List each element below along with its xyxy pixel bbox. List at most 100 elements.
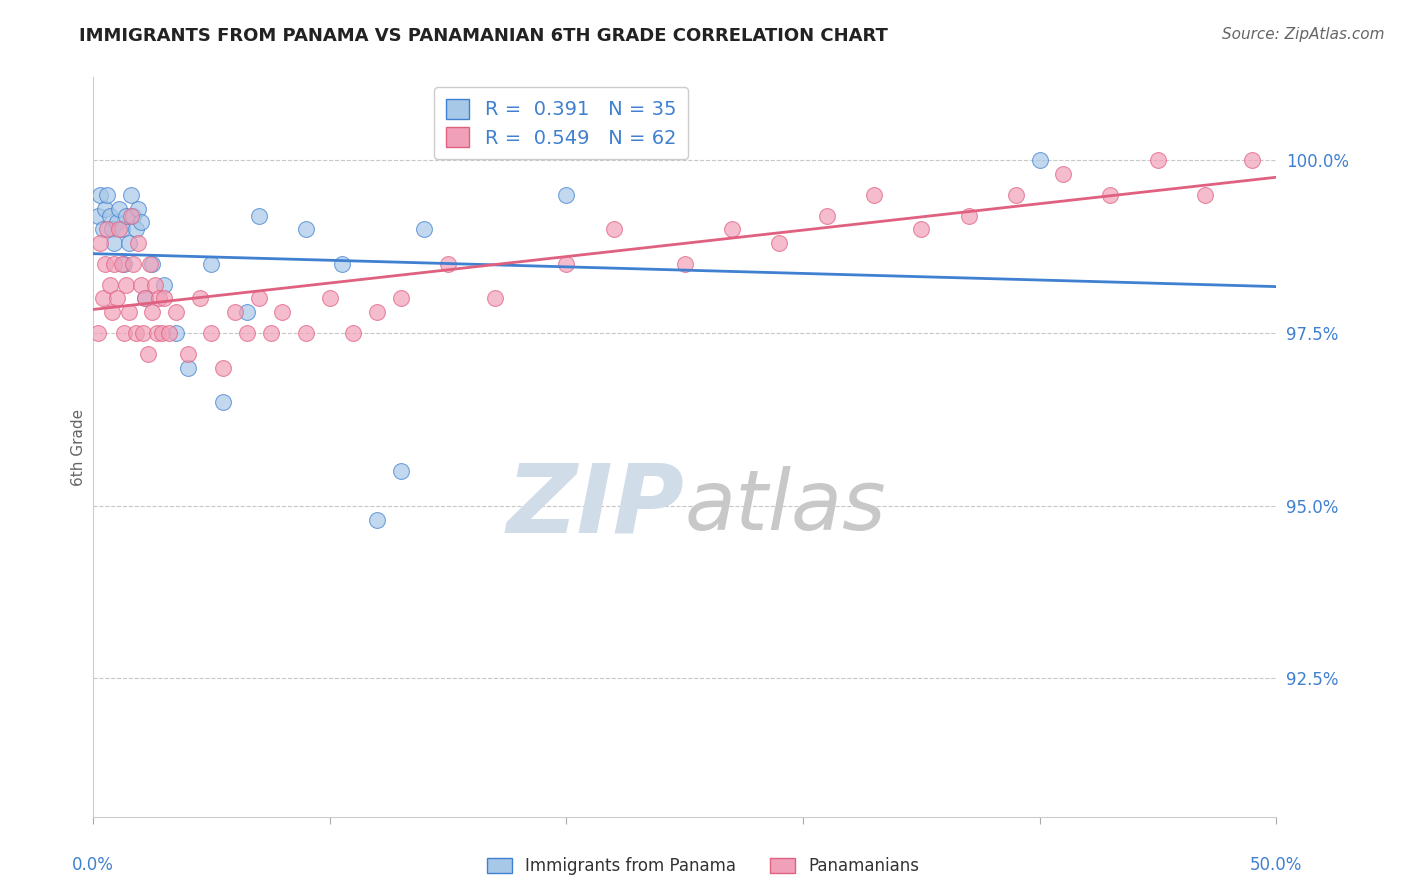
Point xyxy=(129,277,152,292)
Point xyxy=(96,187,118,202)
Point xyxy=(87,209,110,223)
Point xyxy=(125,326,148,340)
Point xyxy=(1194,187,1216,202)
Point xyxy=(115,277,138,292)
Point xyxy=(103,257,125,271)
Point xyxy=(120,187,142,202)
Legend: R =  0.391   N = 35, R =  0.549   N = 62: R = 0.391 N = 35, R = 0.549 N = 62 xyxy=(434,87,688,160)
Point xyxy=(136,347,159,361)
Point xyxy=(146,326,169,340)
Point xyxy=(148,292,170,306)
Point xyxy=(141,305,163,319)
Text: IMMIGRANTS FROM PANAMA VS PANAMANIAN 6TH GRADE CORRELATION CHART: IMMIGRANTS FROM PANAMA VS PANAMANIAN 6TH… xyxy=(79,27,889,45)
Point xyxy=(200,257,222,271)
Point xyxy=(122,209,145,223)
Point xyxy=(105,292,128,306)
Point xyxy=(125,222,148,236)
Point xyxy=(89,236,111,251)
Point xyxy=(247,292,270,306)
Point xyxy=(143,277,166,292)
Legend: Immigrants from Panama, Panamanians: Immigrants from Panama, Panamanians xyxy=(478,849,928,884)
Point xyxy=(110,257,132,271)
Point xyxy=(118,236,141,251)
Point xyxy=(1052,167,1074,181)
Text: atlas: atlas xyxy=(685,466,886,547)
Point xyxy=(259,326,281,340)
Point xyxy=(87,326,110,340)
Point xyxy=(110,222,132,236)
Point xyxy=(101,305,124,319)
Point xyxy=(366,512,388,526)
Point xyxy=(437,257,460,271)
Point xyxy=(389,464,412,478)
Point xyxy=(295,326,318,340)
Point xyxy=(127,236,149,251)
Point xyxy=(1146,153,1168,168)
Point xyxy=(863,187,886,202)
Point xyxy=(200,326,222,340)
Point xyxy=(134,292,156,306)
Point xyxy=(141,257,163,271)
Point xyxy=(115,209,138,223)
Point xyxy=(271,305,294,319)
Point xyxy=(342,326,364,340)
Point xyxy=(112,257,135,271)
Point xyxy=(89,187,111,202)
Text: ZIP: ZIP xyxy=(506,459,685,553)
Point xyxy=(815,209,838,223)
Point xyxy=(165,326,187,340)
Point xyxy=(91,292,114,306)
Point xyxy=(108,202,131,216)
Text: 50.0%: 50.0% xyxy=(1250,855,1302,873)
Point xyxy=(1005,187,1028,202)
Point xyxy=(153,277,176,292)
Point xyxy=(236,326,259,340)
Point xyxy=(101,222,124,236)
Y-axis label: 6th Grade: 6th Grade xyxy=(72,409,86,485)
Point xyxy=(721,222,744,236)
Point xyxy=(108,222,131,236)
Point xyxy=(602,222,624,236)
Point xyxy=(122,257,145,271)
Point xyxy=(118,305,141,319)
Point xyxy=(555,187,578,202)
Point xyxy=(127,202,149,216)
Point xyxy=(165,305,187,319)
Point xyxy=(413,222,436,236)
Point xyxy=(319,292,342,306)
Point xyxy=(157,326,180,340)
Point xyxy=(98,277,121,292)
Point xyxy=(150,326,173,340)
Point xyxy=(910,222,932,236)
Point xyxy=(768,236,790,251)
Point xyxy=(389,292,412,306)
Point xyxy=(96,222,118,236)
Point xyxy=(105,215,128,229)
Point xyxy=(177,347,200,361)
Point xyxy=(139,257,162,271)
Point xyxy=(153,292,176,306)
Point xyxy=(177,360,200,375)
Point xyxy=(484,292,506,306)
Point xyxy=(236,305,259,319)
Point xyxy=(129,215,152,229)
Point xyxy=(673,257,696,271)
Point xyxy=(1028,153,1050,168)
Point xyxy=(94,202,117,216)
Point xyxy=(103,236,125,251)
Point xyxy=(1099,187,1122,202)
Point xyxy=(330,257,353,271)
Point xyxy=(91,222,114,236)
Point xyxy=(224,305,246,319)
Text: 0.0%: 0.0% xyxy=(72,855,114,873)
Point xyxy=(555,257,578,271)
Text: Source: ZipAtlas.com: Source: ZipAtlas.com xyxy=(1222,27,1385,42)
Point xyxy=(212,360,235,375)
Point xyxy=(132,326,155,340)
Point xyxy=(957,209,980,223)
Point xyxy=(112,326,135,340)
Point xyxy=(247,209,270,223)
Point xyxy=(94,257,117,271)
Point xyxy=(366,305,388,319)
Point xyxy=(295,222,318,236)
